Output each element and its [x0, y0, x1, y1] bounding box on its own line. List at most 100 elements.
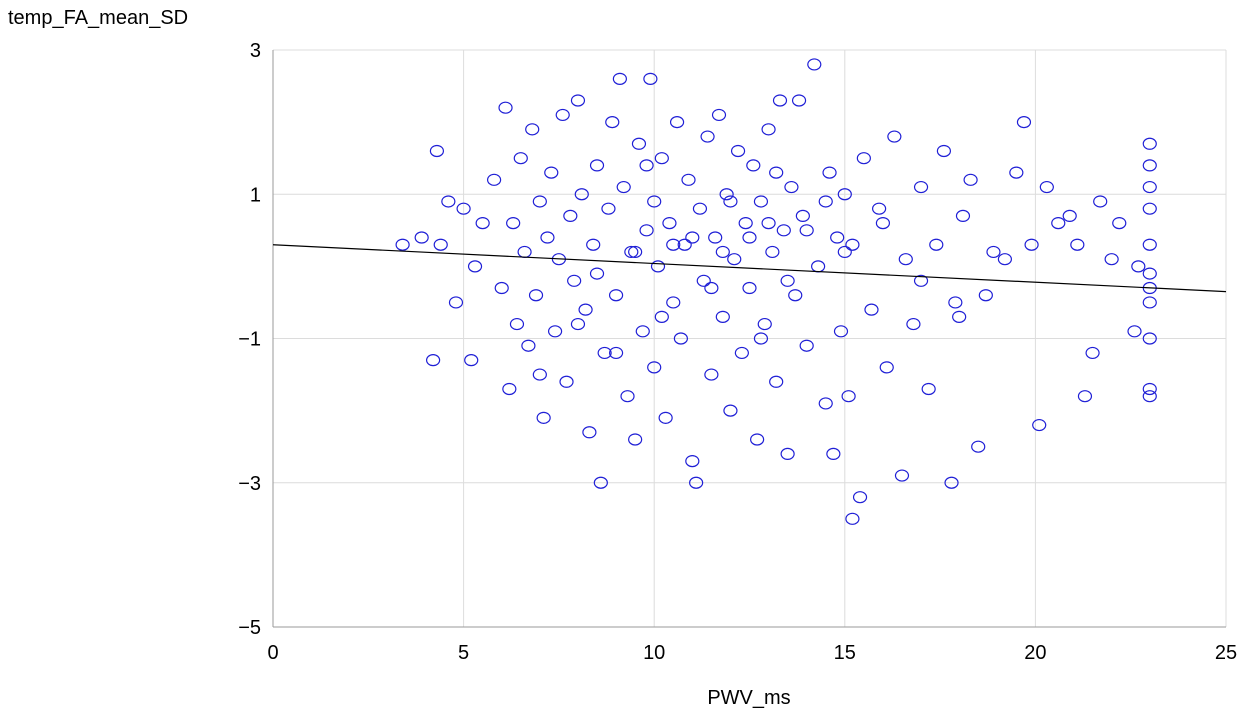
- scatter-point: [723, 195, 738, 208]
- scatter-point: [898, 253, 913, 266]
- scatter-point: [513, 152, 528, 165]
- scatter-point: [769, 166, 784, 179]
- scatter-point: [696, 274, 711, 287]
- scatter-point: [1131, 260, 1146, 273]
- scatter-point: [521, 339, 536, 352]
- scatter-point: [475, 217, 490, 230]
- scatter-point: [662, 217, 677, 230]
- y-tick-label: 3: [250, 40, 261, 62]
- scatter-point: [689, 476, 704, 489]
- regression-line: [272, 244, 1227, 293]
- scatter-point: [948, 296, 963, 309]
- scatter-point: [601, 202, 616, 215]
- scatter-point: [738, 217, 753, 230]
- scatter-point: [955, 209, 971, 222]
- scatter-point: [647, 195, 662, 208]
- scatter-point: [791, 94, 807, 107]
- y-tick-label: −5: [238, 617, 261, 639]
- scatter-point: [708, 231, 723, 244]
- scatter-point: [1142, 137, 1157, 150]
- scatter-point: [879, 361, 894, 374]
- scatter-point: [1142, 159, 1157, 172]
- scatter-point: [654, 310, 669, 323]
- x-axis-title: PWV_ms: [707, 687, 790, 709]
- scatter-point: [517, 245, 532, 259]
- scatter-point: [494, 281, 509, 295]
- scatter-point: [734, 346, 749, 360]
- scatter-point: [784, 180, 799, 194]
- scatter-point: [1024, 238, 1039, 251]
- scatter-point: [1104, 253, 1119, 266]
- scatter-point: [536, 411, 551, 424]
- scatter-point: [936, 144, 952, 158]
- tick-labels: 0 5 10 15 20 25 −5 −3 −1 1 3: [238, 40, 1237, 664]
- scatter-point: [887, 130, 902, 143]
- scatter-point: [788, 289, 803, 302]
- x-tick-label: 15: [834, 642, 856, 664]
- scatter-point: [448, 296, 464, 309]
- scatter-point: [635, 325, 650, 338]
- scatter-point: [414, 231, 429, 244]
- y-axis-title: temp_FA_mean_SD: [8, 7, 188, 29]
- scatter-point: [441, 195, 456, 208]
- scatter-point: [532, 368, 547, 381]
- scatter-point: [750, 433, 765, 446]
- y-tick-label: −1: [238, 329, 261, 351]
- scatter-point: [1032, 418, 1047, 432]
- scatter-point: [467, 260, 483, 273]
- scatter-point: [826, 447, 841, 460]
- scatter-point: [639, 159, 654, 172]
- scatter-point: [818, 397, 833, 410]
- scatter-point: [605, 116, 620, 129]
- scatter-point: [742, 281, 757, 295]
- scatter-point: [532, 195, 547, 208]
- scatter-point: [952, 310, 967, 323]
- scatter-point: [742, 231, 757, 244]
- scatter-point: [654, 152, 669, 165]
- scatter-point: [711, 108, 727, 122]
- scatter-point: [704, 281, 719, 295]
- scatter-point: [971, 440, 986, 453]
- scatter-point: [822, 166, 837, 179]
- scatter-point: [1142, 382, 1157, 396]
- scatter-point: [1112, 217, 1127, 230]
- scatter-point: [597, 346, 612, 360]
- scatter-point: [673, 332, 688, 345]
- scatter-point: [845, 512, 860, 525]
- scatter-point: [811, 260, 826, 273]
- scatter-point: [963, 173, 978, 186]
- scatter-point: [769, 375, 784, 388]
- scatter-point: [761, 123, 776, 136]
- scatter-point: [837, 245, 852, 259]
- scatter-point: [906, 317, 921, 331]
- scatter-point: [1039, 180, 1054, 194]
- scatter-point: [997, 253, 1013, 266]
- scatter-point: [574, 188, 589, 201]
- scatter-point: [894, 469, 910, 482]
- scatter-point: [944, 476, 959, 489]
- scatter-point: [799, 339, 814, 352]
- scatter-point: [681, 173, 696, 186]
- scatter-point: [1142, 390, 1157, 403]
- scatter-point: [872, 202, 887, 215]
- data-points: [395, 58, 1157, 525]
- scatter-point: [544, 166, 559, 179]
- scatter-point: [433, 238, 448, 251]
- scatter-point: [628, 433, 643, 446]
- scatter-point: [616, 180, 631, 194]
- scatter-point: [1142, 332, 1157, 345]
- x-tick-label: 5: [458, 642, 469, 664]
- scatter-point: [719, 188, 734, 201]
- scatter-point: [772, 94, 788, 107]
- scatter-point: [727, 253, 742, 266]
- scatter-point: [395, 238, 410, 251]
- scatter-point: [685, 455, 700, 468]
- scatter-point: [913, 180, 929, 194]
- scatter-point: [612, 72, 627, 85]
- scatter-point: [578, 303, 593, 316]
- scatter-point: [1085, 346, 1100, 360]
- scatter-point: [929, 238, 944, 251]
- scatter-point: [464, 354, 479, 367]
- scatter-point: [647, 361, 662, 374]
